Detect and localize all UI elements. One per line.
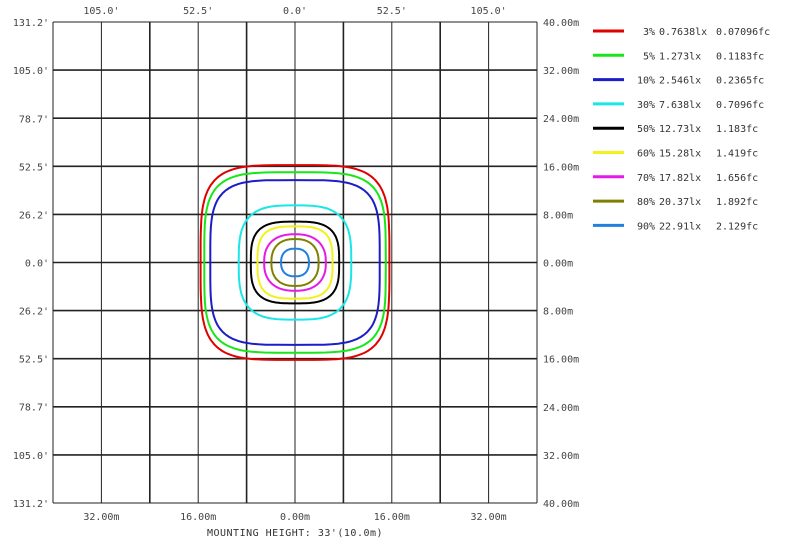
isolux-contour-70pct xyxy=(263,233,327,292)
left-tick-label: 52.5' xyxy=(19,355,49,366)
legend-percent: 5% xyxy=(643,51,655,62)
bottom-tick-label: 0.00m xyxy=(280,512,310,523)
legend-lux: 1.273lx xyxy=(659,51,701,62)
isolux-contour-5pct xyxy=(203,171,387,354)
legend-lux: 20.37lx xyxy=(659,197,701,208)
left-tick-label: 26.2' xyxy=(19,210,49,221)
right-tick-labels: 40.00m 32.00m 24.00m 16.00m 8.00m 0.00m 8.00m 1… xyxy=(543,18,579,510)
right-tick-label: 32.00m xyxy=(543,66,579,77)
right-tick-label: 24.00m xyxy=(543,403,579,414)
isolux-contour-50pct xyxy=(249,220,341,305)
isolux-contour-60pct xyxy=(256,225,334,300)
right-tick-label: 16.00m xyxy=(543,162,579,173)
isolux-contour-80pct xyxy=(270,238,320,287)
bottom-tick-label: 32.00m xyxy=(471,512,507,523)
legend-fc: 1.183fc xyxy=(716,124,758,135)
legend-percent: 70% xyxy=(637,173,655,184)
top-tick-label: 52.5' xyxy=(183,6,213,17)
bottom-tick-labels: 32.00m 16.00m 0.00m 16.00m 32.00m xyxy=(83,512,506,523)
top-tick-label: 105.0' xyxy=(83,6,119,17)
bottom-tick-label: 16.00m xyxy=(374,512,410,523)
left-tick-label: 26.2' xyxy=(19,307,49,318)
legend-fc: 1.892fc xyxy=(716,197,758,208)
right-tick-label: 24.00m xyxy=(543,114,579,125)
left-tick-label: 52.5' xyxy=(19,162,49,173)
legend-fc: 0.2365fc xyxy=(716,76,764,87)
legend-lux: 7.638lx xyxy=(659,100,701,111)
isolux-contour-10pct xyxy=(209,179,381,346)
left-tick-label: 131.2' xyxy=(13,18,49,29)
legend-fc: 1.656fc xyxy=(716,173,758,184)
top-tick-labels: 105.0' 52.5' 0.0' 52.5' 105.0' xyxy=(83,6,506,17)
isolux-contour-3pct xyxy=(199,164,391,361)
legend-fc: 0.7096fc xyxy=(716,100,764,111)
top-tick-label: 105.0' xyxy=(471,6,507,17)
left-tick-label: 0.0' xyxy=(25,259,49,270)
bottom-tick-label: 16.00m xyxy=(180,512,216,523)
right-tick-label: 16.00m xyxy=(543,355,579,366)
legend-lux: 12.73lx xyxy=(659,124,701,135)
legend: 3% 0.7638lx 0.07096fc 5% 1.273lx 0.1183fc 10% 2… xyxy=(593,27,770,232)
left-tick-label: 131.2' xyxy=(13,499,49,510)
legend-percent: 50% xyxy=(637,124,655,135)
isolux-contours xyxy=(199,164,391,361)
right-tick-label: 8.00m xyxy=(543,307,573,318)
right-tick-label: 8.00m xyxy=(543,210,573,221)
left-tick-label: 105.0' xyxy=(13,451,49,462)
right-tick-label: 32.00m xyxy=(543,451,579,462)
legend-lux: 17.82lx xyxy=(659,173,701,184)
top-tick-label: 0.0' xyxy=(283,6,307,17)
bottom-tick-label: 32.00m xyxy=(83,512,119,523)
legend-fc: 0.07096fc xyxy=(716,27,770,38)
isolux-contour-90pct xyxy=(280,247,310,278)
legend-lux: 2.546lx xyxy=(659,76,701,87)
legend-percent: 90% xyxy=(637,221,655,232)
legend-lux: 0.7638lx xyxy=(659,27,707,38)
right-tick-label: 0.00m xyxy=(543,259,573,270)
mounting-height-label: MOUNTING HEIGHT: 33'(10.0m) xyxy=(206,528,384,539)
right-tick-label: 40.00m xyxy=(543,499,579,510)
legend-fc: 1.419fc xyxy=(716,149,758,160)
left-tick-label: 78.7' xyxy=(19,114,49,125)
legend-percent: 10% xyxy=(637,76,655,87)
left-tick-label: 78.7' xyxy=(19,403,49,414)
grid-major xyxy=(52,21,538,504)
left-tick-label: 105.0' xyxy=(13,66,49,77)
legend-percent: 30% xyxy=(637,100,655,111)
isolux-contour-30pct xyxy=(237,204,353,321)
legend-fc: 2.129fc xyxy=(716,221,758,232)
legend-lux: 22.91lx xyxy=(659,221,701,232)
right-tick-label: 40.00m xyxy=(543,18,579,29)
legend-percent: 80% xyxy=(637,197,655,208)
legend-fc: 0.1183fc xyxy=(716,51,764,62)
top-tick-label: 52.5' xyxy=(377,6,407,17)
legend-percent: 60% xyxy=(637,149,655,160)
legend-percent: 3% xyxy=(643,27,655,38)
legend-lux: 15.28lx xyxy=(659,149,701,160)
left-tick-labels: 131.2' 105.0' 78.7' 52.5' 26.2' 0.0' 26.2' 52.5… xyxy=(13,18,49,510)
